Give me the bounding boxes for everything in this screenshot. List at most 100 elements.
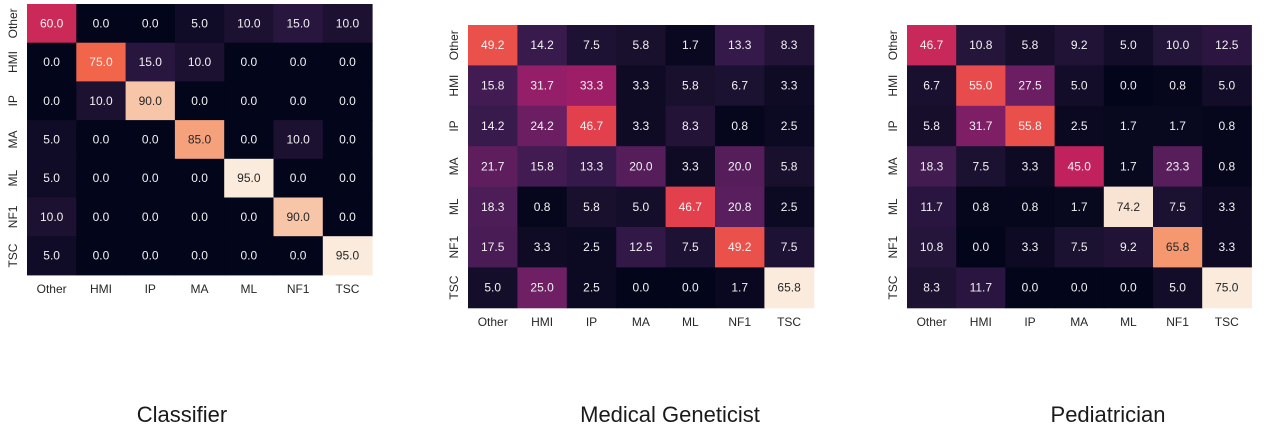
heatmap-cell bbox=[566, 227, 617, 268]
cell-value-label: 2.5 bbox=[1071, 119, 1088, 133]
heatmap-cell bbox=[76, 81, 127, 121]
cell-value-label: 75.0 bbox=[1215, 281, 1239, 295]
cell-value-label: 13.3 bbox=[728, 38, 752, 52]
cell-value-label: 3.3 bbox=[633, 119, 650, 133]
cell-value-label: 3.3 bbox=[1218, 200, 1235, 214]
heatmap-cell bbox=[76, 42, 127, 82]
cell-value-label: 8.3 bbox=[923, 281, 940, 295]
heatmap-cell bbox=[907, 186, 957, 228]
heatmap-cell bbox=[322, 81, 373, 121]
heatmap-cell bbox=[1054, 146, 1105, 188]
heatmap-cell bbox=[125, 197, 176, 237]
x-tick-label: Other bbox=[478, 315, 508, 329]
cell-value-label: 0.8 bbox=[534, 200, 551, 214]
cell-value-label: 10.0 bbox=[40, 210, 64, 224]
y-tick-label: NF1 bbox=[447, 236, 461, 259]
heatmap-cell bbox=[1005, 267, 1056, 309]
heatmap-cell bbox=[27, 236, 77, 276]
cell-value-label: 33.3 bbox=[580, 79, 604, 93]
cell-value-label: 0.8 bbox=[731, 119, 748, 133]
heatmap-cell bbox=[273, 120, 324, 160]
cell-value-label: 0.0 bbox=[191, 171, 208, 185]
heatmap-cell bbox=[322, 4, 373, 44]
heatmap-cell bbox=[956, 65, 1006, 107]
heatmap-cell bbox=[468, 186, 518, 228]
medical-geneticist-caption: Medical Geneticist bbox=[580, 402, 760, 427]
heatmap-cell bbox=[665, 146, 716, 188]
heatmap-cell bbox=[956, 227, 1006, 268]
heatmap-cell bbox=[665, 105, 716, 147]
heatmap-cell bbox=[715, 25, 765, 66]
heatmap-cell bbox=[1103, 267, 1154, 309]
heatmap-cell bbox=[27, 158, 77, 198]
heatmap-cell bbox=[1005, 227, 1056, 268]
heatmap-cell bbox=[665, 65, 716, 107]
cell-value-label: 0.0 bbox=[93, 210, 110, 224]
heatmap-cell bbox=[224, 236, 274, 276]
heatmap-cell bbox=[715, 267, 765, 309]
cell-value-label: 7.5 bbox=[1071, 240, 1088, 254]
y-tick-label: TSC bbox=[6, 243, 20, 267]
cell-value-label: 20.0 bbox=[728, 159, 752, 173]
cell-value-label: 25.0 bbox=[530, 281, 554, 295]
cell-value-label: 2.5 bbox=[781, 200, 798, 214]
heatmap-cell bbox=[27, 42, 77, 82]
heatmap-cell bbox=[322, 42, 373, 82]
heatmap-cell bbox=[1103, 25, 1154, 66]
cell-value-label: 8.3 bbox=[781, 38, 798, 52]
y-tick-label: HMI bbox=[886, 75, 900, 97]
cell-value-label: 0.0 bbox=[339, 171, 356, 185]
cell-value-label: 3.3 bbox=[781, 79, 798, 93]
cell-value-label: 1.7 bbox=[1120, 159, 1137, 173]
heatmap-cell bbox=[907, 25, 957, 66]
heatmap-cell bbox=[1054, 186, 1105, 228]
heatmap-cell bbox=[616, 25, 667, 66]
heatmap-cell bbox=[907, 146, 957, 188]
heatmap-cell bbox=[468, 146, 518, 188]
heatmap-cell bbox=[907, 267, 957, 309]
heatmap-cell bbox=[76, 4, 127, 44]
heatmap-cell bbox=[956, 146, 1006, 188]
heatmap-cell bbox=[715, 186, 765, 228]
cell-value-label: 0.0 bbox=[142, 16, 159, 30]
x-tick-label: ML bbox=[682, 315, 699, 329]
heatmap-cell bbox=[1103, 105, 1154, 147]
cell-value-label: 60.0 bbox=[40, 16, 64, 30]
cell-value-label: 0.0 bbox=[290, 94, 307, 108]
cell-value-label: 7.5 bbox=[682, 240, 699, 254]
heatmap-cell bbox=[1202, 267, 1252, 309]
heatmap-cell bbox=[566, 105, 617, 147]
cell-value-label: 11.7 bbox=[970, 281, 993, 295]
y-tick-label: HMI bbox=[447, 75, 461, 97]
x-tick-label: Other bbox=[37, 282, 67, 296]
y-tick-label: HMI bbox=[6, 51, 20, 73]
heatmap-cell bbox=[1202, 186, 1252, 228]
heatmap-cell bbox=[1153, 267, 1203, 309]
cell-value-label: 5.0 bbox=[1169, 281, 1186, 295]
y-tick-label: NF1 bbox=[6, 205, 20, 228]
cell-value-label: 5.0 bbox=[1120, 38, 1137, 52]
heatmap-cell bbox=[174, 158, 225, 198]
cell-value-label: 7.5 bbox=[1169, 200, 1186, 214]
cell-value-label: 1.7 bbox=[1169, 119, 1186, 133]
heatmap-cell bbox=[764, 25, 815, 66]
cell-value-label: 46.7 bbox=[920, 38, 944, 52]
y-tick-label: ML bbox=[886, 198, 900, 215]
cell-value-label: 10.0 bbox=[1166, 38, 1190, 52]
cell-value-label: 24.2 bbox=[530, 119, 554, 133]
heatmap-cell bbox=[76, 158, 127, 198]
pediatrician-caption: Pediatrician bbox=[1050, 402, 1166, 427]
heatmap-cell bbox=[1054, 227, 1105, 268]
heatmap-cell bbox=[566, 65, 617, 107]
cell-value-label: 0.0 bbox=[142, 249, 159, 263]
medical-geneticist-panel: 49.2 14.2 7.5 5.8 1.7 13.3 8.3 15.8 31.7 33.3 3.3 5… bbox=[440, 0, 840, 395]
cell-value-label: 0.0 bbox=[93, 171, 110, 185]
cell-value-label: 20.8 bbox=[728, 200, 752, 214]
cell-value-label: 0.0 bbox=[972, 240, 989, 254]
heatmap-cell bbox=[1054, 25, 1105, 66]
heatmap-cell bbox=[715, 105, 765, 147]
cell-value-label: 0.8 bbox=[1022, 200, 1039, 214]
cell-value-label: 5.8 bbox=[583, 200, 600, 214]
cell-value-label: 10.0 bbox=[237, 16, 261, 30]
classifier-panel: 60.0 0.0 0.0 5.0 10.0 15.0 10.0 0.0 75.0 15.0 10.0… bbox=[0, 0, 380, 395]
